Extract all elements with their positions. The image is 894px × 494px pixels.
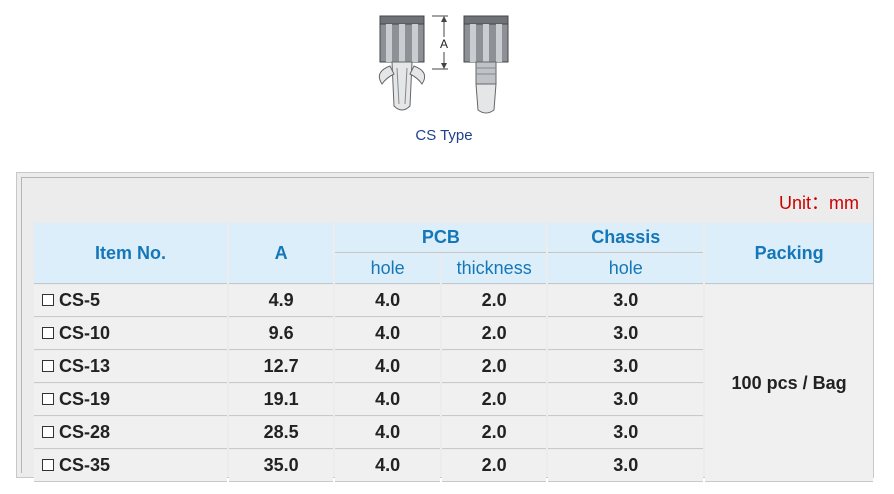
unit-label: Unit：mm	[779, 193, 859, 213]
pcb-hole-cell: 4.0	[335, 384, 440, 416]
cs-spacer-drawing	[378, 15, 509, 114]
checkbox-icon[interactable]	[42, 393, 54, 405]
table-row: CS-19 19.1 4.0 2.0 3.0	[34, 384, 873, 416]
pcb-hole-cell: 4.0	[335, 417, 440, 449]
pcb-hole-cell: 4.0	[335, 351, 440, 383]
checkbox-icon[interactable]	[42, 360, 54, 372]
header-chassis-hole: hole	[548, 254, 704, 284]
dimension-a-label: A	[440, 37, 449, 51]
item-number: CS-35	[59, 455, 111, 475]
chassis-hole-cell: 3.0	[548, 450, 704, 482]
a-cell: 9.6	[228, 318, 334, 350]
item-cell[interactable]: CS-5	[34, 285, 227, 317]
header-chassis: Chassis	[548, 223, 704, 253]
chassis-hole-cell: 3.0	[548, 285, 704, 317]
header-pcb-thickness: thickness	[441, 254, 547, 284]
table-row: CS-5 4.9 4.0 2.0 3.0 100 pcs / Bag	[34, 285, 873, 482]
table-row: CS-28 28.5 4.0 2.0 3.0	[34, 417, 873, 449]
header-a: A	[228, 223, 334, 284]
product-figure: A CS Type	[370, 10, 520, 150]
pcb-thickness-cell: 2.0	[441, 351, 547, 383]
checkbox-icon[interactable]	[42, 294, 54, 306]
item-cell[interactable]: CS-28	[34, 417, 227, 449]
table-row: CS-35 35.0 4.0 2.0 3.0	[34, 450, 873, 482]
pcb-thickness-cell: 2.0	[441, 384, 547, 416]
header-item-no: Item No.	[34, 223, 227, 284]
item-cell[interactable]: CS-19	[34, 384, 227, 416]
item-number: CS-28	[59, 422, 111, 442]
checkbox-icon[interactable]	[42, 426, 54, 438]
pcb-hole-cell: 4.0	[335, 285, 440, 317]
item-cell[interactable]: CS-35	[34, 450, 227, 482]
chassis-hole-cell: 3.0	[548, 318, 704, 350]
item-number: CS-5	[59, 290, 101, 310]
pcb-thickness-cell: 2.0	[441, 318, 547, 350]
pcb-thickness-cell: 2.0	[441, 450, 547, 482]
a-cell: 12.7	[228, 351, 334, 383]
header-pcb: PCB	[335, 223, 547, 253]
item-cell[interactable]: CS-10	[34, 318, 227, 350]
table-row: CS-10 9.6 4.0 2.0 3.0	[34, 318, 873, 350]
packing-cell: 100 pcs / Bag	[705, 285, 873, 482]
item-number: CS-10	[59, 323, 111, 343]
pcb-hole-cell: 4.0	[335, 318, 440, 350]
chassis-hole-cell: 3.0	[548, 351, 704, 383]
spec-panel: Unit：mm Item No. A PCB Chassis Packing h…	[16, 172, 874, 482]
item-number: CS-13	[59, 356, 111, 376]
a-cell: 4.9	[228, 285, 334, 317]
a-cell: 19.1	[228, 384, 334, 416]
spec-panel-inner: Unit：mm Item No. A PCB Chassis Packing h…	[21, 177, 873, 482]
a-cell: 28.5	[228, 417, 334, 449]
figure-caption: CS Type	[415, 127, 473, 144]
pcb-hole-cell: 4.0	[335, 450, 440, 482]
item-number: CS-19	[59, 389, 111, 409]
table-row: CS-13 12.7 4.0 2.0 3.0	[34, 351, 873, 383]
pcb-thickness-cell: 2.0	[441, 285, 547, 317]
spec-table: Item No. A PCB Chassis Packing hole thic…	[32, 222, 875, 483]
chassis-hole-cell: 3.0	[548, 417, 704, 449]
item-cell[interactable]: CS-13	[34, 351, 227, 383]
a-cell: 35.0	[228, 450, 334, 482]
checkbox-icon[interactable]	[42, 327, 54, 339]
checkbox-icon[interactable]	[42, 459, 54, 471]
chassis-hole-cell: 3.0	[548, 384, 704, 416]
header-pcb-hole: hole	[335, 254, 440, 284]
header-packing: Packing	[705, 223, 873, 284]
pcb-thickness-cell: 2.0	[441, 417, 547, 449]
